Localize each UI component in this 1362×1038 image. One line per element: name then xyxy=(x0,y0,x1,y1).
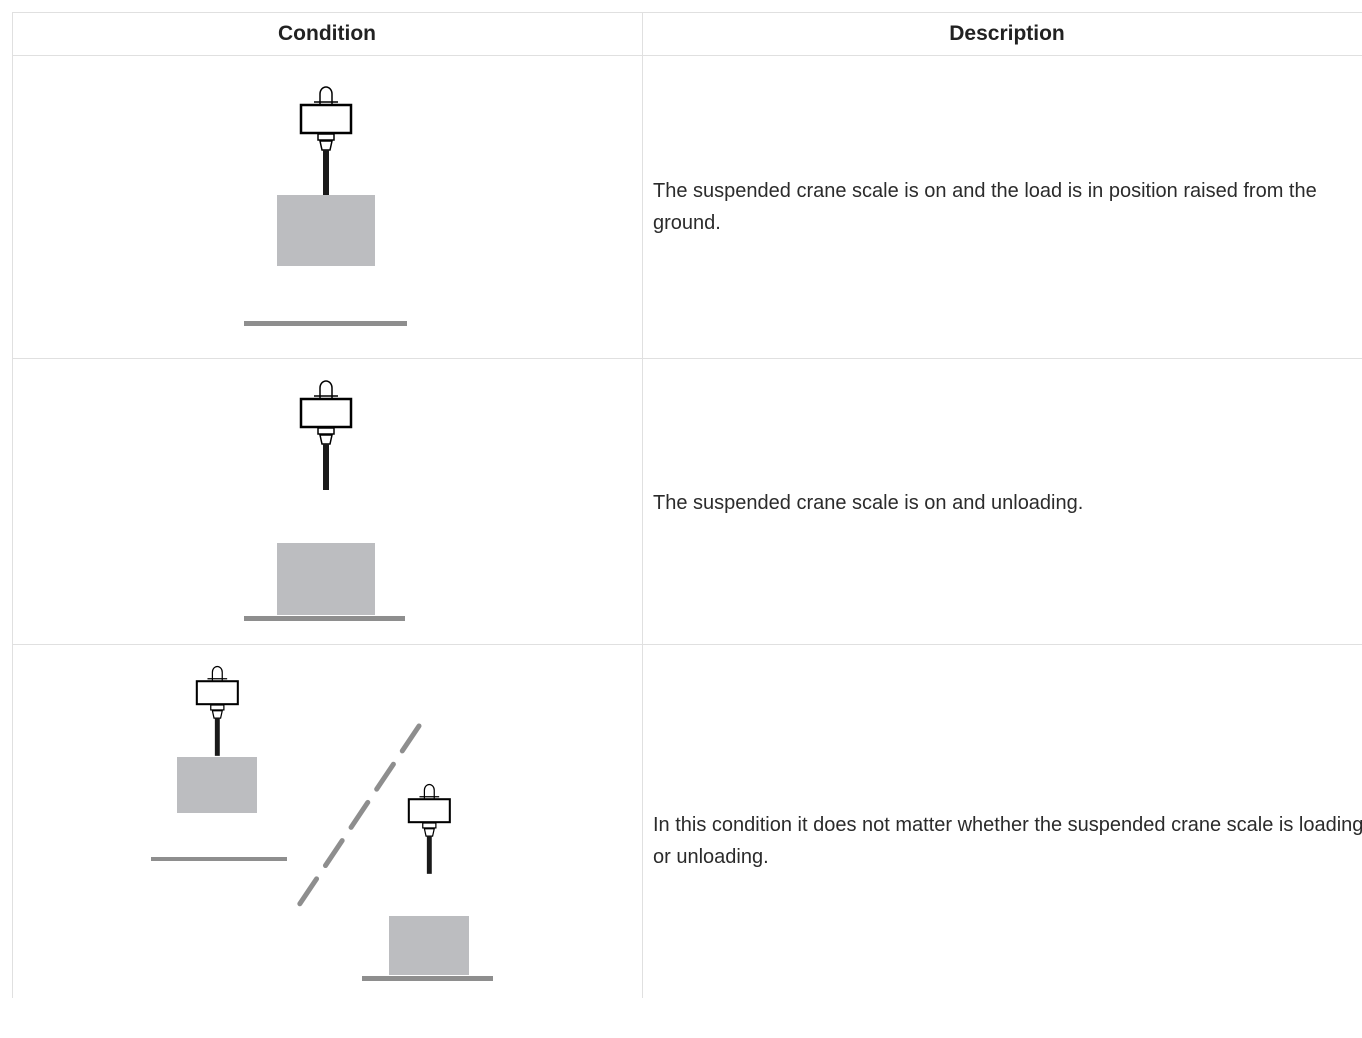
ground xyxy=(362,976,493,981)
load-box xyxy=(277,543,375,615)
border xyxy=(642,12,643,998)
ground xyxy=(244,321,407,326)
description-text: In this condition it does not matter whe… xyxy=(653,814,1362,868)
crane-scale-icon xyxy=(195,665,239,757)
border xyxy=(12,358,1362,359)
border xyxy=(12,644,1362,645)
ground xyxy=(244,616,405,621)
border xyxy=(12,12,13,998)
description: In this condition it does not matter whe… xyxy=(653,644,1362,1038)
description: The suspended crane scale is on and the … xyxy=(653,55,1362,358)
illustrations xyxy=(151,85,493,981)
divider xyxy=(294,723,422,911)
load-box xyxy=(389,916,469,975)
border xyxy=(12,55,1362,56)
ground xyxy=(151,857,287,861)
load-box xyxy=(177,757,257,813)
page: Condition Description The suspended cran… xyxy=(12,12,1362,998)
crane-scale-icon xyxy=(299,85,353,198)
load-box xyxy=(277,195,375,266)
description: The suspended crane scale is on and unlo… xyxy=(653,358,1362,648)
crane-scale-icon xyxy=(407,783,451,875)
column-header: Condition xyxy=(278,22,376,45)
crane-scale-icon xyxy=(299,379,353,492)
description-text: The suspended crane scale is on and unlo… xyxy=(653,492,1084,514)
description-text: The suspended crane scale is on and the … xyxy=(653,179,1317,234)
border xyxy=(12,12,1362,13)
column-header: Description xyxy=(949,22,1065,45)
